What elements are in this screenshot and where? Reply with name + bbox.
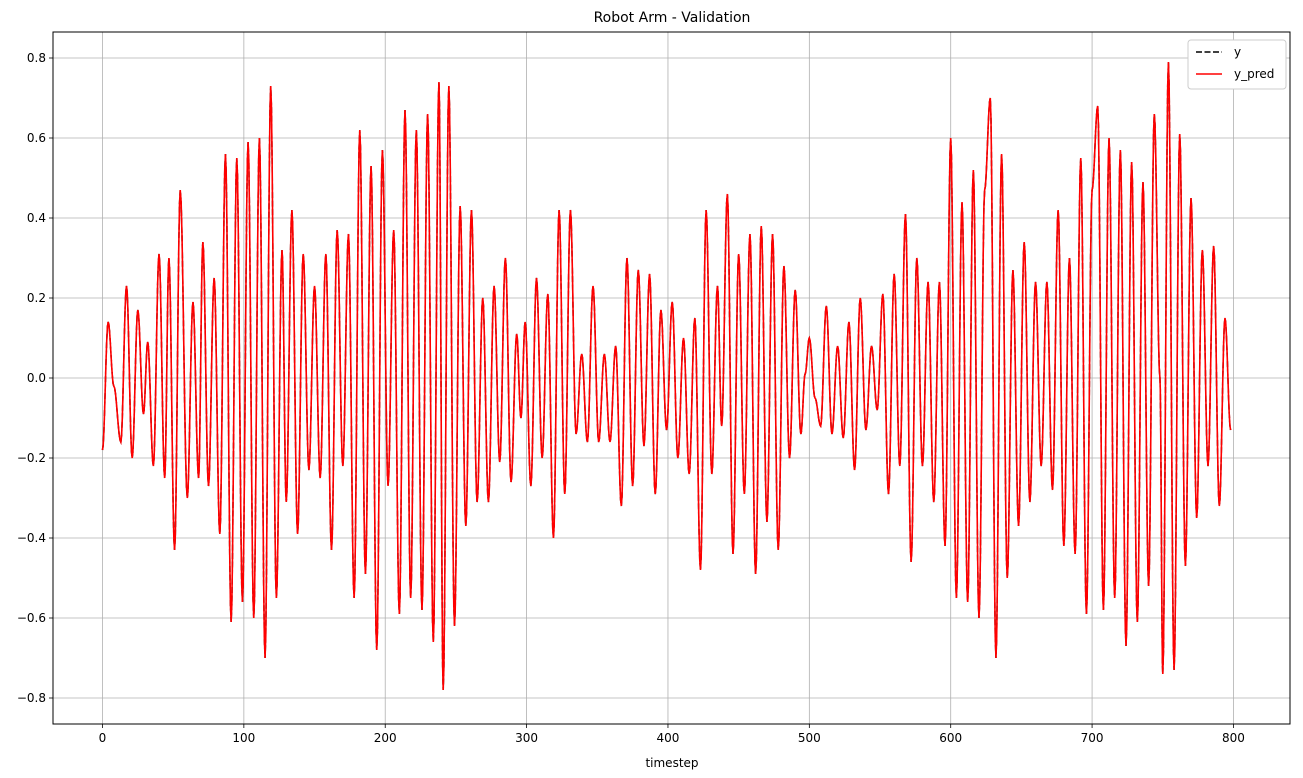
legend: y y_pred — [1187, 39, 1287, 90]
legend-label-y-pred: y_pred — [1234, 67, 1274, 81]
legend-box — [1187, 39, 1287, 90]
x-tick-label: 500 — [798, 731, 821, 745]
x-tick-label: 300 — [515, 731, 538, 745]
x-tick-label: 100 — [232, 731, 255, 745]
y-tick-label: 0.0 — [27, 371, 46, 385]
x-tick-label: 200 — [374, 731, 397, 745]
x-tick-label: 0 — [99, 731, 107, 745]
x-tick-label: 600 — [939, 731, 962, 745]
x-tick-label: 700 — [1081, 731, 1104, 745]
y-tick-label: −0.8 — [17, 691, 46, 705]
x-tick-label: 400 — [657, 731, 680, 745]
y-tick-label: 0.8 — [27, 51, 46, 65]
legend-label-y: y — [1234, 45, 1241, 59]
chart-title: Robot Arm - Validation — [594, 10, 751, 26]
plot-area — [101, 61, 1232, 691]
y-tick-label: −0.4 — [17, 531, 46, 545]
y-tick-label: 0.6 — [27, 131, 46, 145]
x-tick-label: 800 — [1222, 731, 1245, 745]
y-tick-label: 0.2 — [27, 291, 46, 305]
x-axis-label: timestep — [645, 756, 698, 770]
grid — [53, 32, 1290, 724]
series-y-pred-line — [101, 61, 1232, 691]
y-tick-label: 0.4 — [27, 211, 46, 225]
y-tick-label: −0.6 — [17, 611, 46, 625]
y-tick-label: −0.2 — [17, 451, 46, 465]
ticks: 0 100 200 300 400 500 600 700 800 −0.8 −0.6 −0.4 −0.… — [17, 51, 1245, 745]
